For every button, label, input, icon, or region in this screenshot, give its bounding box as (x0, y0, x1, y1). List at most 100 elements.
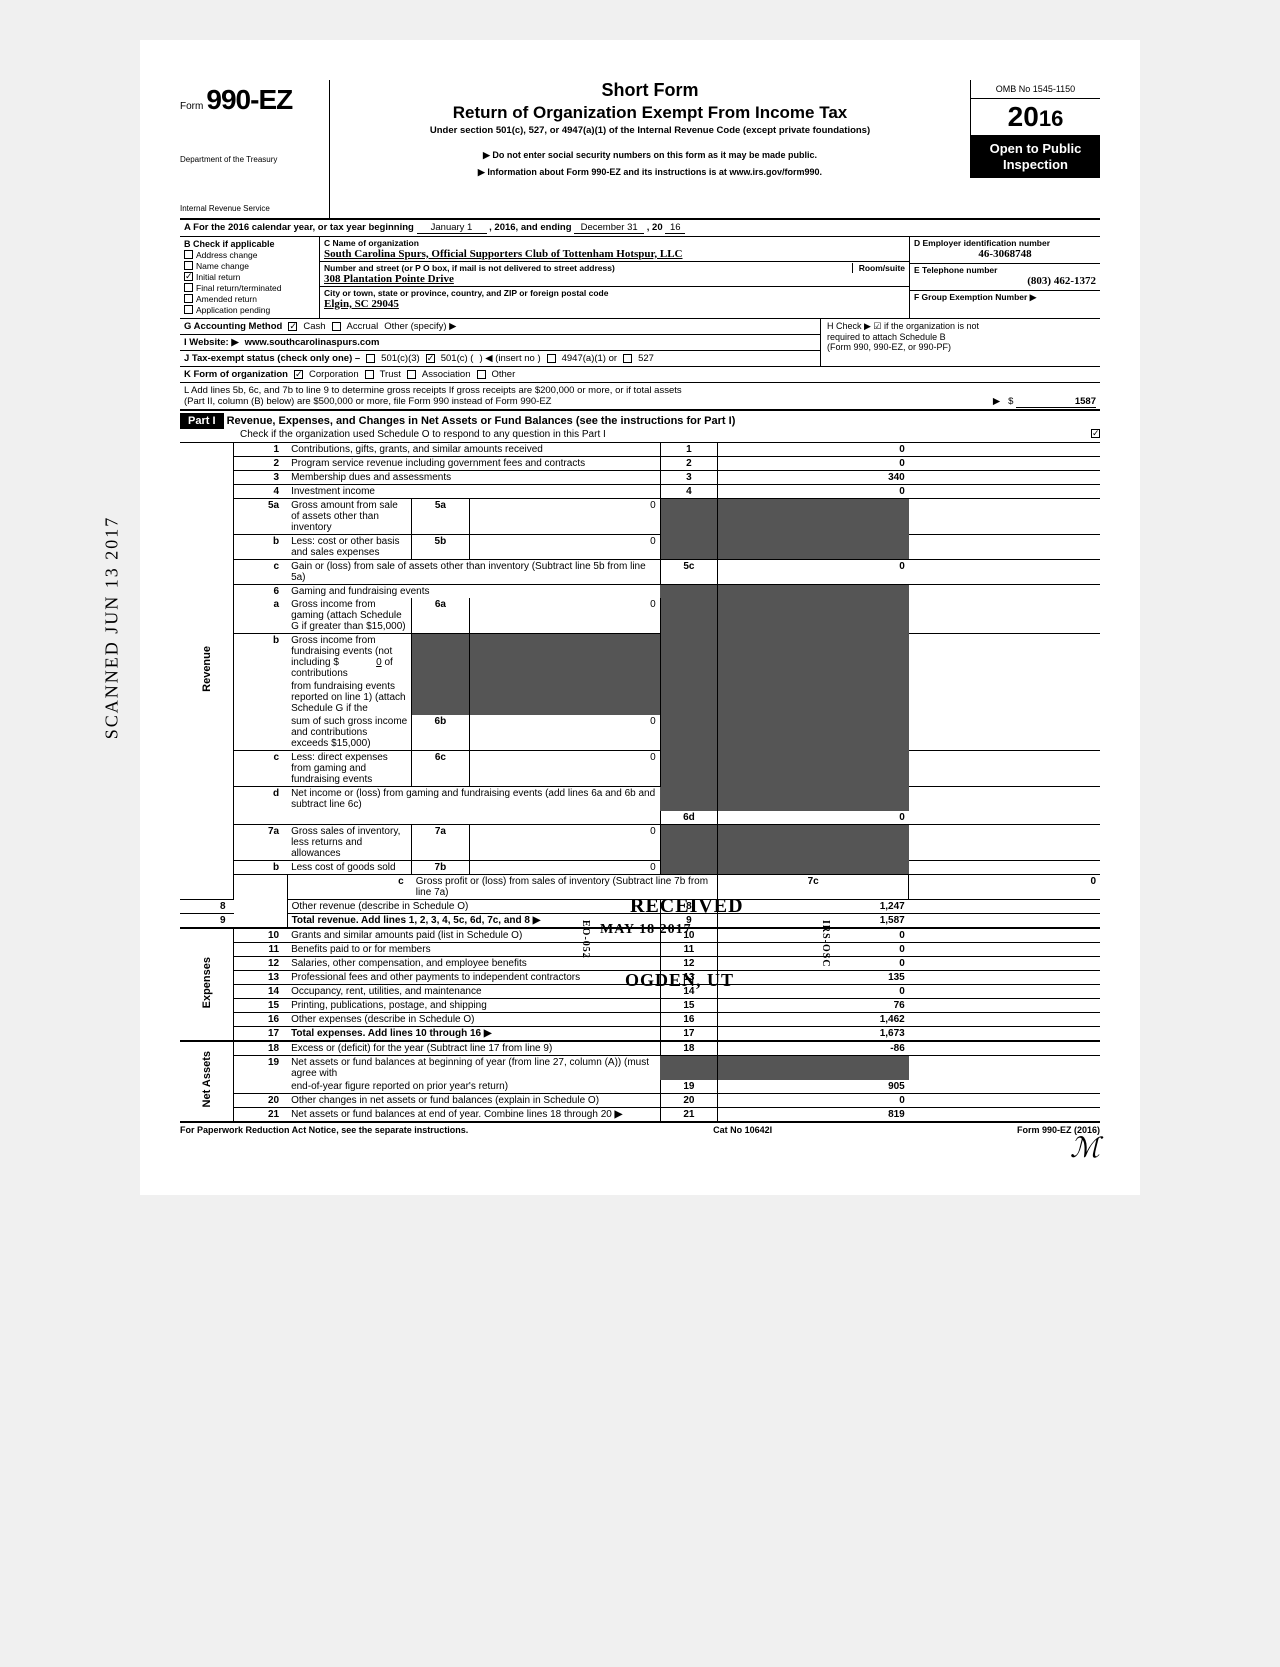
line5c-num: c (234, 559, 288, 584)
line21-val: 819 (718, 1107, 909, 1122)
row-l-text2: (Part II, column (B) below) are $500,000… (184, 396, 552, 407)
chk-app-pending[interactable] (184, 305, 193, 314)
shaded-19v (718, 1055, 909, 1080)
chk-initial-return[interactable] (184, 272, 193, 281)
omb-number: OMB No 1545-1150 (971, 80, 1100, 99)
line-a-yr-lbl: , 20 (647, 222, 663, 233)
line5a-desc: Gross amount from sale of assets other t… (291, 500, 398, 533)
chk-501c[interactable] (426, 354, 435, 363)
line5a-num: 5a (234, 498, 288, 534)
chk-accrual[interactable] (332, 322, 341, 331)
line6b-contrib: 0 (342, 657, 382, 668)
line19-col: 19 (660, 1080, 717, 1094)
chk-schedule-o[interactable] (1091, 429, 1100, 438)
chk-other-org[interactable] (477, 370, 486, 379)
line6c-desc: Less: direct expenses from gaming and fu… (291, 752, 388, 785)
lbl-cash: Cash (303, 321, 325, 332)
form-header: Form 990-EZ Department of the Treasury I… (180, 80, 1100, 220)
line19-num: 19 (234, 1055, 288, 1080)
line7c-val: 0 (909, 874, 1100, 899)
line7b-num: b (234, 860, 288, 874)
lbl-501c3: 501(c)(3) (381, 353, 420, 364)
line6c-subval: 0 (469, 750, 660, 786)
tax-year: 2016 (971, 99, 1100, 135)
lbl-final-return: Final return/terminated (196, 283, 282, 293)
department-line2: Internal Revenue Service (180, 205, 323, 214)
line10-desc: Grants and similar amounts paid (list in… (291, 930, 522, 941)
line2-num: 2 (234, 456, 288, 470)
gross-receipts-amount: 1587 (1016, 396, 1096, 408)
chk-cash[interactable] (288, 322, 297, 331)
line13-num: 13 (234, 970, 288, 984)
chk-name-change[interactable] (184, 261, 193, 270)
line4-val: 0 (718, 484, 909, 498)
line19-val: 905 (718, 1080, 909, 1094)
chk-trust[interactable] (365, 370, 374, 379)
line6b-num3 (234, 715, 288, 751)
chk-address-change[interactable] (184, 250, 193, 259)
form-org-label: K Form of organization (184, 369, 288, 380)
chk-amended[interactable] (184, 294, 193, 303)
line6c-num: c (234, 750, 288, 786)
line13-val: 135 (718, 970, 909, 984)
ein-value: 46-3068748 (914, 248, 1096, 260)
page-footer: For Paperwork Reduction Act Notice, see … (180, 1123, 1100, 1135)
line5b-subval: 0 (469, 534, 660, 559)
ein-label: D Employer identification number (914, 238, 1096, 248)
shaded-7v (718, 824, 909, 874)
line21-desc: Net assets or fund balances at end of ye… (291, 1109, 612, 1120)
line1-desc: Contributions, gifts, grants, and simila… (291, 444, 543, 455)
line5a-subval: 0 (469, 498, 660, 534)
line16-val: 1,462 (718, 1012, 909, 1026)
chk-corp[interactable] (294, 370, 303, 379)
line3-val: 340 (718, 470, 909, 484)
line10-val: 0 (718, 928, 909, 943)
line16-desc: Other expenses (describe in Schedule O) (291, 1014, 474, 1025)
line17-num: 17 (234, 1026, 288, 1041)
website-label: I Website: ▶ (184, 337, 239, 348)
form-number: 990-EZ (206, 84, 292, 115)
chk-final-return[interactable] (184, 283, 193, 292)
side-label-revenue: Revenue (180, 443, 234, 900)
line7b-subnum: 7b (412, 860, 469, 874)
line14-val: 0 (718, 984, 909, 998)
line2-desc: Program service revenue including govern… (291, 458, 585, 469)
line1-num: 1 (234, 443, 288, 457)
line19-desc2: end-of-year figure reported on prior yea… (291, 1081, 508, 1092)
year-prefix: 20 (1008, 101, 1039, 132)
org-addr-label: Number and street (or P O box, if mail i… (324, 263, 905, 273)
line6d-num: d (234, 786, 288, 811)
tel-value: (803) 462-1372 (914, 275, 1096, 287)
chk-527[interactable] (623, 354, 632, 363)
line6b-subval: 0 (469, 715, 660, 751)
line9-num: 9 (180, 913, 234, 928)
line7c-desc: Gross profit or (loss) from sales of inv… (416, 876, 708, 898)
chk-501c3[interactable] (366, 354, 375, 363)
line4-col: 4 (660, 484, 717, 498)
lbl-other-org: Other (492, 369, 516, 380)
line14-num: 14 (234, 984, 288, 998)
col-c-org-info: C Name of organization South Carolina Sp… (320, 237, 910, 318)
lbl-trust: Trust (380, 369, 401, 380)
line18-col: 18 (660, 1041, 717, 1056)
form-990ez-page: SCANNED JUN 13 2017 Form 990-EZ Departme… (140, 40, 1140, 1195)
shaded-19 (660, 1055, 717, 1080)
h-check-line3: (Form 990, 990-EZ, or 990-PF) (827, 342, 1094, 352)
side-label-net-assets: Net Assets (180, 1041, 234, 1122)
line5b-num: b (234, 534, 288, 559)
line-a-yr: 16 (665, 222, 685, 234)
line6a-num: a (234, 598, 288, 634)
chk-4947[interactable] (547, 354, 556, 363)
line9-col: 9 (660, 913, 717, 928)
line11-val: 0 (718, 942, 909, 956)
line12-col: 12 (660, 956, 717, 970)
department-line1: Department of the Treasury (180, 156, 323, 165)
line20-col: 20 (660, 1093, 717, 1107)
chk-assoc[interactable] (407, 370, 416, 379)
line5c-desc: Gain or (loss) from sale of assets other… (291, 561, 646, 583)
line7b-subval: 0 (469, 860, 660, 874)
line5a-subnum: 5a (412, 498, 469, 534)
tel-label: E Telephone number (914, 265, 1096, 275)
col-b-header: B Check if applicable (184, 239, 315, 249)
line12-desc: Salaries, other compensation, and employ… (291, 958, 527, 969)
